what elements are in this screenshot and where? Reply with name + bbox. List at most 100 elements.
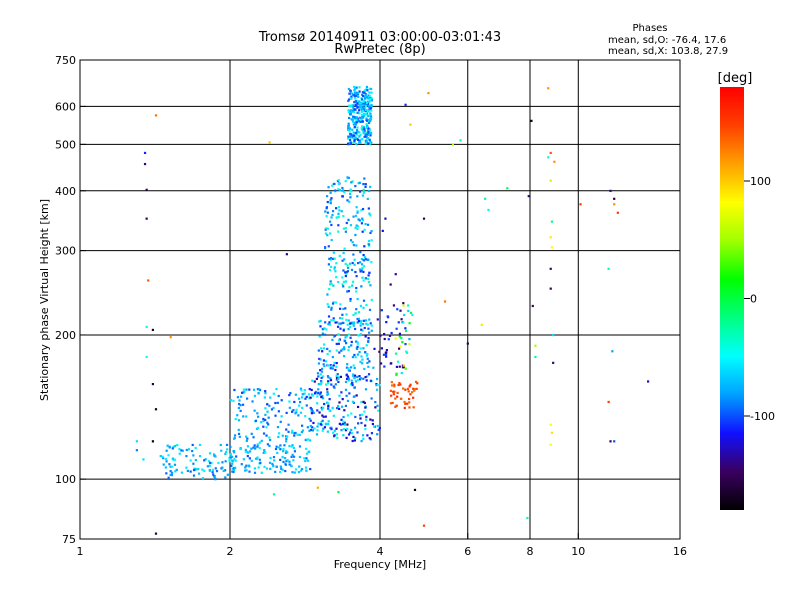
data-point — [175, 468, 178, 471]
data-point — [203, 469, 206, 472]
data-point — [354, 270, 357, 274]
data-point — [349, 224, 352, 227]
data-point — [347, 128, 351, 131]
data-point — [308, 429, 311, 433]
data-point — [319, 369, 322, 372]
data-point — [343, 348, 346, 351]
data-point — [356, 341, 359, 344]
data-point — [214, 467, 217, 470]
data-point — [348, 130, 351, 133]
data-point — [300, 396, 304, 399]
data-point — [484, 197, 487, 200]
data-point — [549, 423, 552, 426]
data-point — [368, 100, 371, 103]
data-point — [307, 438, 310, 441]
data-point — [346, 363, 349, 366]
data-point — [333, 386, 336, 389]
data-point — [332, 431, 335, 434]
data-point — [344, 271, 347, 274]
data-point — [359, 347, 362, 350]
data-point — [357, 218, 360, 221]
data-point — [334, 189, 337, 192]
data-point — [394, 352, 398, 355]
data-point — [355, 100, 358, 103]
data-point — [274, 414, 277, 417]
data-point — [360, 222, 364, 225]
data-point — [174, 470, 177, 473]
data-point — [235, 455, 238, 458]
data-point — [365, 140, 368, 143]
data-point — [403, 400, 406, 404]
data-point — [338, 401, 341, 404]
data-point — [342, 227, 346, 230]
data-point — [549, 151, 552, 155]
data-point — [534, 355, 537, 359]
data-point — [135, 440, 138, 443]
data-point — [245, 469, 248, 472]
data-point — [364, 105, 368, 108]
data-point — [362, 377, 365, 380]
data-point — [361, 413, 364, 416]
data-point — [355, 142, 358, 146]
data-point — [291, 444, 294, 447]
data-point — [355, 116, 359, 119]
data-point — [364, 319, 367, 322]
data-point — [331, 213, 334, 217]
data-point — [353, 322, 356, 325]
data-point — [358, 181, 361, 184]
data-point — [370, 91, 373, 94]
data-point — [368, 189, 371, 193]
data-point — [337, 188, 340, 191]
data-point — [264, 413, 267, 416]
data-point — [342, 251, 345, 255]
data-point — [358, 101, 361, 104]
data-point — [356, 353, 360, 356]
data-point — [321, 419, 324, 422]
data-point — [241, 403, 245, 406]
y-ticks: 75 100 200 300 400 500 600 750 — [55, 54, 86, 546]
data-point — [248, 388, 251, 391]
data-point — [370, 132, 373, 135]
data-point — [362, 191, 365, 194]
data-point — [322, 343, 326, 346]
data-point — [402, 302, 405, 305]
data-point — [257, 466, 260, 469]
data-point — [234, 466, 237, 469]
data-point — [320, 381, 323, 384]
data-point — [296, 433, 299, 436]
data-point — [357, 317, 360, 320]
data-point — [339, 307, 342, 310]
data-point — [279, 465, 282, 468]
data-point — [316, 409, 319, 412]
data-point — [326, 303, 329, 306]
data-point — [366, 434, 369, 437]
data-point — [257, 415, 260, 418]
data-point — [324, 246, 327, 250]
data-point — [256, 388, 259, 391]
data-point — [349, 90, 352, 93]
data-point — [326, 227, 329, 230]
data-point — [281, 434, 284, 437]
data-point — [363, 228, 366, 231]
data-point — [274, 447, 278, 451]
data-point — [553, 160, 556, 163]
data-point — [248, 465, 251, 468]
data-point — [366, 357, 369, 360]
data-point — [234, 417, 237, 421]
data-point — [313, 392, 317, 395]
data-point — [359, 332, 362, 336]
data-point — [349, 112, 352, 115]
data-point — [402, 304, 405, 307]
data-point — [393, 390, 396, 393]
data-point — [204, 458, 207, 461]
data-point — [192, 474, 196, 477]
data-point — [351, 373, 355, 376]
data-point — [353, 439, 356, 442]
data-point — [145, 325, 148, 329]
data-point — [350, 181, 353, 184]
data-point — [304, 466, 308, 469]
data-point — [370, 104, 373, 107]
data-point — [242, 458, 245, 461]
data-point — [354, 132, 357, 135]
data-point — [368, 437, 371, 440]
